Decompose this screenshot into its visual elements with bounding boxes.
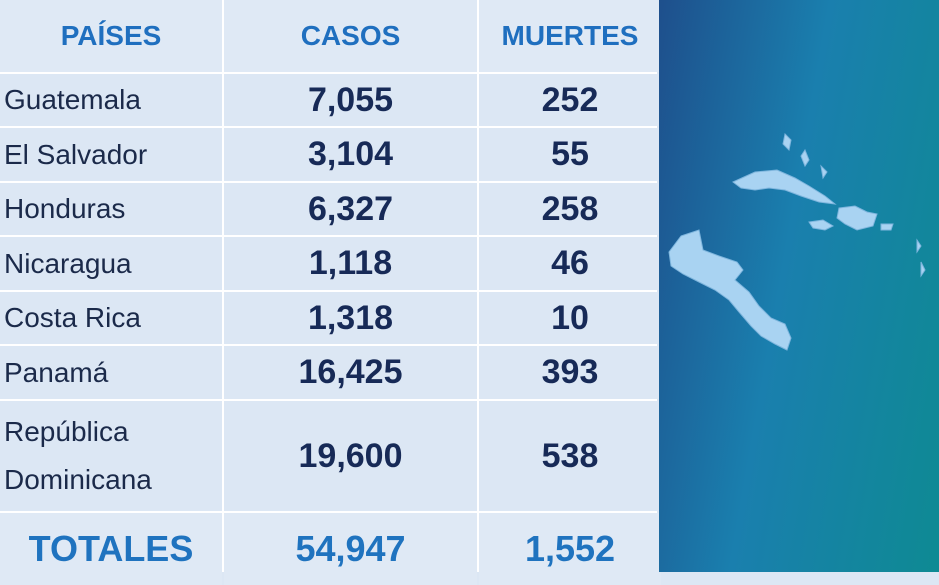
country-name: Costa Rica [0,292,222,344]
central-america [668,229,792,351]
column-header: CASOS [224,0,477,72]
totals-label: TOTALES [0,513,222,585]
value-cell: 252 [479,74,661,126]
country-name: República Dominicana [0,401,222,511]
country-name: Honduras [0,183,222,235]
value-cell: 1,318 [224,292,477,344]
value-cell: 46 [479,237,661,290]
country-name: El Salvador [0,128,222,181]
value-cell: 19,600 [224,401,477,511]
column-header: PAÍSES [0,0,222,72]
page: PAÍSES CASOS MUERTES Guatemala 7,055 252 El Sa… [0,0,939,572]
total-value: 54,947 [224,513,477,585]
country-name: Guatemala [0,74,222,126]
value-cell: 7,055 [224,74,477,126]
value-cell: 55 [479,128,661,181]
map [668,132,926,351]
value-cell: 1,118 [224,237,477,290]
value-cell: 6,327 [224,183,477,235]
jamaica [808,219,835,231]
value-cell: 258 [479,183,661,235]
cuba [732,169,837,205]
bahamas [782,132,828,180]
country-name: Nicaragua [0,237,222,290]
value-cell: 393 [479,346,661,399]
value-cell: 3,104 [224,128,477,181]
total-value: 1,552 [479,513,661,585]
antilles [916,238,926,278]
value-cell: 538 [479,401,661,511]
side-panel [659,0,939,572]
hispaniola [836,205,878,231]
column-header: MUERTES [479,0,661,72]
country-name: Panamá [0,346,222,399]
puerto-rico [880,223,894,231]
table: PAÍSES CASOS MUERTES Guatemala 7,055 252 El Sa… [0,0,657,572]
value-cell: 16,425 [224,346,477,399]
value-cell: 10 [479,292,661,344]
